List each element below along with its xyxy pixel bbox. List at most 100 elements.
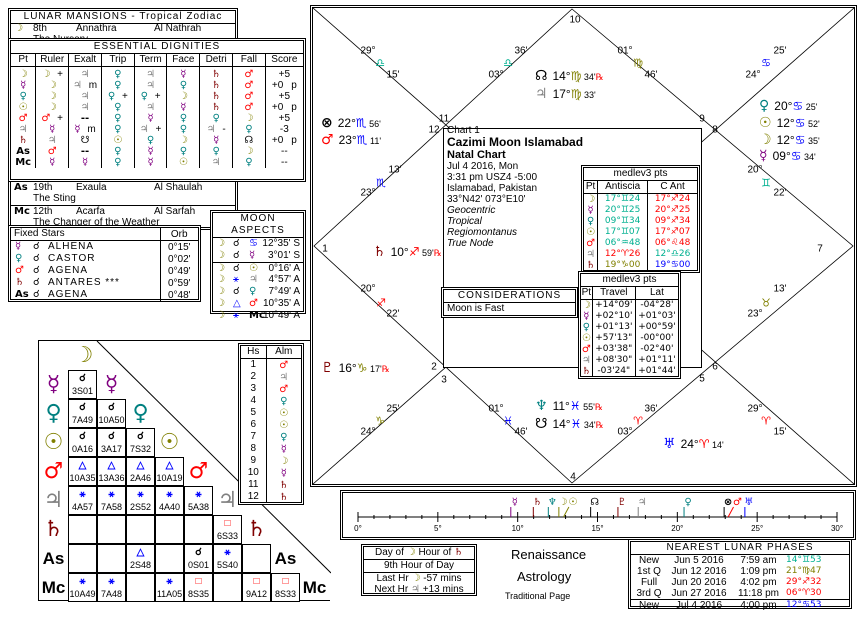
dignities-row: ☉ ☽ ♃ ♀ ♃ ☿ ♄ ♂ +0 p <box>11 102 303 113</box>
phase-time: 4:02 pm <box>740 577 777 588</box>
planetary-hours-panel: Day of ☽ Hour of ♄ 9th Hour of Day Last … <box>361 544 477 596</box>
score-value: +0 <box>271 102 284 113</box>
house-number-2: 2 <box>431 361 437 373</box>
timeline-tick-label: 10° <box>512 524 524 533</box>
score-value: -- <box>281 146 288 157</box>
cusp-minutes: 15' <box>773 426 787 438</box>
col-travel: Travel <box>591 287 636 300</box>
fortune-icon: ⊗ <box>321 115 333 131</box>
pluto-icon: ♇ <box>321 360 334 376</box>
dignity-cell: ♃ m <box>68 80 102 91</box>
fixed-stars-title: Fixed Stars <box>11 228 160 241</box>
timeline-axis: 0° 5° 10° 15° 20° 25° 30° ☿ ♄ ♆ ☽ ☉ ☊ ♇ ♃ ♀ ⊗ ♂ ♅ <box>354 497 843 533</box>
aspect-orb: 0A16 <box>71 444 94 454</box>
lunar-mansions-title: LUNAR MANSIONS - Tropical Zodiac <box>11 11 235 24</box>
dignity-point: ♃ <box>11 124 36 135</box>
mars-icon: ♂ <box>244 91 254 102</box>
jupiter-icon: ♃ <box>581 355 591 366</box>
as-row-icon: As <box>42 549 65 568</box>
mercury-icon: ☿ <box>49 124 56 135</box>
mansion-meaning: The Changer of the Weather <box>33 217 160 228</box>
value-2: +00°59' <box>634 322 678 333</box>
mars-icon: ♂ <box>41 113 51 124</box>
aspect-orb: 10°35' A <box>262 298 300 309</box>
house-number-4: 4 <box>570 471 576 483</box>
aspect-cell: ⚹ 4A57 <box>68 486 97 515</box>
aspect-orb: 0S01 <box>187 560 210 570</box>
saturn-icon: ♄ <box>211 80 221 91</box>
uranus-timeline-icon: ♅ <box>744 497 753 508</box>
row-point: ♄ <box>581 366 592 377</box>
lunar-phases-title: NEAREST LUNAR PHASES <box>631 542 849 555</box>
almuten-row: 5 ☉ <box>241 407 301 419</box>
mars-icon: ♂ <box>279 359 289 371</box>
retrograde-icon: ℞ <box>595 72 604 82</box>
position-sign-icon: ♋ <box>790 149 802 163</box>
dignity-cell: ♄ <box>199 102 233 113</box>
retrograde-icon: ℞ <box>594 402 603 412</box>
value-1: 20°♊25 <box>597 205 648 216</box>
value-2: 06°♌48 <box>647 238 697 249</box>
moon-timeline-icon: ☽ <box>558 497 567 508</box>
lunar-phase-row: New Jul 4 2016 4:00 pm 12°♋53 <box>631 599 849 612</box>
mercury-icon: ☿ <box>587 205 594 216</box>
dignities-col-fall: Fall <box>232 54 266 67</box>
row-point: ☽ <box>584 194 598 205</box>
position-minutes: 11' <box>367 136 382 146</box>
position-degree: 14° <box>552 417 571 431</box>
dignity-point: ♄ <box>11 135 36 146</box>
travel-table: Pt Travel Lat ☽ +14°09' -04°28' ☿ +02°10' +01°03… <box>581 287 678 377</box>
travel-panel: medlev3 pts Pt Travel Lat ☽ +14°09' -04°28' ☿ +… <box>578 271 681 379</box>
value-1: 09°♊34 <box>597 216 648 227</box>
value-2: 09°♐34 <box>647 216 697 227</box>
jupiter-icon: ♃ <box>47 135 57 146</box>
almuten-row: 8 ☿ <box>241 443 301 455</box>
cusp-minutes: 46' <box>644 69 658 81</box>
moon-icon: ☽ <box>47 91 57 102</box>
essential-dignities-panel: ESSENTIAL DIGNITIES Pt Ruler Exalt Trip Term… <box>8 38 306 182</box>
aspect-icon: △ <box>165 460 174 471</box>
aspect-cell <box>242 544 271 573</box>
mars-icon: ♂ <box>321 132 334 148</box>
day-ruler-icon: ☽ <box>406 547 416 558</box>
retrograde-icon: ℞ <box>381 364 390 374</box>
dignity-cell: ♀ <box>166 146 200 157</box>
fixed-star-row: ♂ ☌ AGENA 0°49' <box>11 265 198 277</box>
aspect-orb: 4°57' A <box>268 274 301 285</box>
dignity-score: +0 p <box>264 102 303 113</box>
aspect-grid: ☽ ☿ ☌ 3S01 ☿ ♀ ☌ 7A49 ☌ 10A50 ♀ ☉ ☌ 0A16 ☌ 3A17 ☌ 7S32 ☉ ♂ △… <box>38 340 331 602</box>
phase-position: 06°♈30 <box>786 588 822 598</box>
mercury-icon: ☿ <box>280 467 287 479</box>
aspect-cell: □ 9A12 <box>242 573 271 602</box>
fixed-star: ♄ ☌ ANTARES *** <box>11 277 160 289</box>
dignities-col-ruler: Ruler <box>35 54 69 67</box>
dignities-row: ♄ ♃ ☋ ☉ ♀ ☽ ☿ ☊ +0 p <box>11 135 303 146</box>
lunar-phase-row: New Jun 5 2016 7:59 am 14°♊53 <box>631 555 849 566</box>
value-1: 12°♈26 <box>597 249 648 260</box>
aspect-icon: ☌ <box>79 431 86 442</box>
mc-icon: Mc <box>249 310 265 321</box>
cusp-sign-icon: ♍ <box>633 56 643 70</box>
data-row: ☽ 17°♊24 17°♐24 <box>584 193 697 205</box>
fixed-star-row: As ☌ AGENA 0°48' <box>11 289 198 301</box>
sun-icon: ☉ <box>279 407 289 419</box>
value-2: 12°♎26 <box>647 249 697 260</box>
moon-aspect-row: ☽ ☌ ♀ 7°49' A <box>213 286 303 298</box>
cusp-degree: 01° <box>617 45 633 57</box>
next-hour-label: Next Hr <box>374 584 409 595</box>
mansion-number: 19th <box>33 182 53 193</box>
dignity-cell: ☽ <box>232 146 266 157</box>
dignity-cell: ☉ <box>100 135 135 146</box>
house-number: 7 <box>250 431 257 442</box>
value-1: -03'24" <box>591 366 636 377</box>
dignity-score: +5 <box>264 66 303 80</box>
cusp-minutes: 25' <box>773 45 787 57</box>
dignity-cell: ♀ <box>166 80 200 91</box>
aspect-icon: ☌ <box>33 289 40 300</box>
dignities-row: ♃ ☿ ☿ m ♀ ♃ + ♀ ♃ - ♀ -3 <box>11 124 303 135</box>
data-row: ☉ +57'13" -00°00' <box>581 333 678 344</box>
mansion-arabic: Al Sarfah <box>154 206 196 217</box>
position-sign-icon: ♈ <box>698 437 710 451</box>
value-2: -00°00' <box>634 333 678 344</box>
dignity-cell: ♂ <box>232 66 266 80</box>
